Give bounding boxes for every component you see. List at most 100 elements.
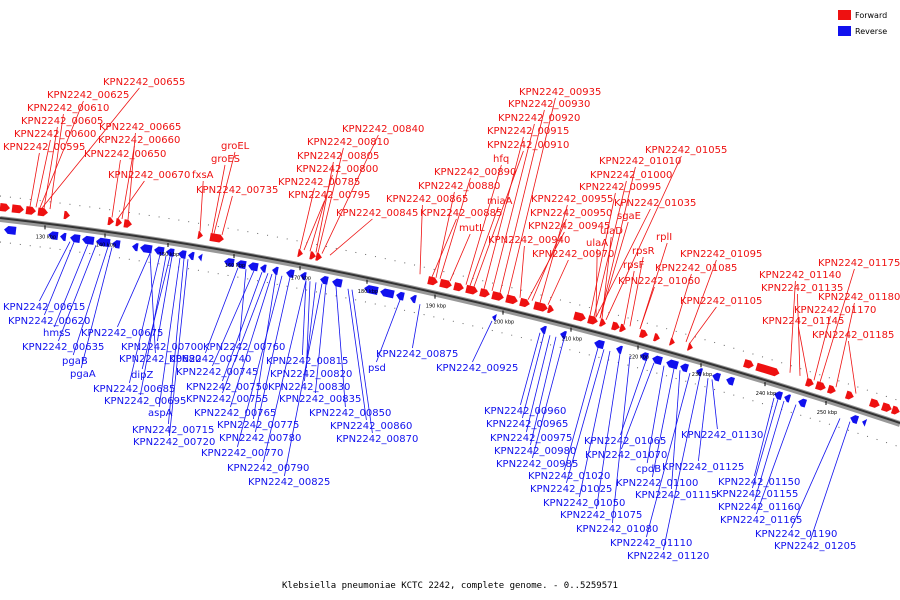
forward-gene-arrow bbox=[479, 288, 490, 298]
forward-gene-arrow bbox=[63, 210, 70, 220]
forward-gene-label: sgaE bbox=[617, 211, 641, 222]
forward-gene-label: rplI bbox=[656, 232, 672, 243]
forward-gene-label: KPN2242_00655 bbox=[103, 77, 185, 88]
forward-gene-arrow bbox=[315, 252, 322, 261]
reverse-gene-label: KPN2242_00975 bbox=[490, 433, 572, 444]
reverse-gene-label: KPN2242_00720 bbox=[133, 437, 215, 448]
legend-forward-label: Forward bbox=[855, 11, 887, 20]
reverse-gene-arrow bbox=[300, 272, 307, 281]
reverse-gene-label: KPN2242_00980 bbox=[494, 446, 576, 457]
forward-gene-arrow bbox=[619, 323, 626, 333]
label-leader-line bbox=[754, 400, 785, 502]
legend: Forward Reverse bbox=[838, 10, 887, 36]
label-leader-line bbox=[789, 280, 796, 373]
label-leader-line bbox=[595, 208, 651, 318]
label-leader-line bbox=[221, 195, 233, 236]
label-leader-line bbox=[49, 113, 64, 210]
figure-caption: Klebsiella pneumoniae KCTC 2242, complet… bbox=[282, 581, 618, 591]
reverse-gene-label: KPN2242_00685 bbox=[93, 384, 175, 395]
label-leader-line bbox=[199, 180, 204, 232]
reverse-gene-label: psd bbox=[368, 363, 386, 374]
reverse-gene-label: KPN2242_00960 bbox=[484, 406, 566, 417]
scale-tick-label: 130 kbp bbox=[36, 234, 56, 240]
forward-gene-label: KPN2242_00910 bbox=[487, 140, 569, 151]
reverse-gene-label: KPN2242_00985 bbox=[496, 459, 578, 470]
forward-gene-arrow bbox=[815, 381, 826, 391]
label-leader-line bbox=[157, 256, 173, 342]
label-leader-line bbox=[412, 304, 421, 349]
label-leader-line bbox=[351, 289, 373, 434]
forward-gene-arrow bbox=[573, 311, 586, 322]
reverse-gene-arrow bbox=[272, 266, 279, 275]
label-leader-line bbox=[754, 397, 775, 477]
label-leader-line bbox=[111, 159, 121, 218]
forward-gene-arrow bbox=[639, 329, 648, 339]
label-leader-line bbox=[80, 247, 113, 369]
reverse-gene-arrow bbox=[70, 234, 81, 243]
label-leader-line bbox=[663, 375, 701, 551]
forward-gene-label: ulaD bbox=[600, 226, 623, 237]
forward-gene-arrow bbox=[297, 248, 303, 258]
label-leader-line bbox=[599, 166, 636, 319]
label-leader-line bbox=[483, 136, 524, 290]
label-leader-line bbox=[239, 269, 247, 342]
label-leader-line bbox=[539, 204, 568, 303]
reverse-gene-label: KPN2242_00635 bbox=[22, 342, 104, 353]
reverse-gene-label: KPN2242_01190 bbox=[755, 529, 837, 540]
forward-gene-arrow bbox=[743, 359, 754, 369]
reverse-gene-label: KPN2242_00965 bbox=[486, 419, 568, 430]
reverse-gene-arrow bbox=[396, 291, 405, 301]
label-leader-line bbox=[129, 254, 161, 384]
reverse-gene-label: KPN2242_00620 bbox=[8, 316, 90, 327]
forward-gene-label: KPN2242_01060 bbox=[618, 276, 700, 287]
forward-gene-arrow bbox=[519, 297, 530, 308]
reverse-gene-label: KPN2242_01125 bbox=[662, 462, 744, 473]
label-leader-line bbox=[810, 421, 851, 541]
forward-gene-arrow bbox=[0, 203, 10, 212]
reverse-gene-arrow bbox=[154, 246, 165, 256]
label-leader-line bbox=[671, 370, 681, 490]
label-leader-line bbox=[41, 87, 140, 209]
scale-tick-label: 140 kbp bbox=[96, 242, 116, 248]
reverse-gene-label: KPN2242_00615 bbox=[3, 302, 85, 313]
label-leader-line bbox=[117, 180, 145, 219]
forward-gene-label: KPN2242_01145 bbox=[762, 316, 844, 327]
forward-gene-label: KPN2242_00970 bbox=[532, 249, 614, 260]
label-leader-line bbox=[605, 155, 682, 321]
reverse-gene-arrow bbox=[492, 313, 497, 322]
forward-gene-arrow bbox=[547, 304, 554, 314]
label-leader-line bbox=[39, 241, 71, 302]
forward-gene-arrow bbox=[611, 321, 620, 331]
reverse-gene-label: KPN2242_00740 bbox=[169, 354, 251, 365]
scale-tick-label: 150 kbp bbox=[159, 252, 179, 258]
reverse-gene-label: KPN2242_00695 bbox=[104, 396, 186, 407]
label-leader-line bbox=[564, 347, 599, 471]
forward-gene-label: rpsF bbox=[623, 260, 645, 271]
scale-tick-label: 190 kbp bbox=[426, 304, 446, 310]
label-leader-line bbox=[612, 356, 631, 524]
forward-gene-label: KPN2242_00890 bbox=[434, 167, 516, 178]
forward-gene-arrow bbox=[123, 219, 132, 228]
reverse-gene-arrow bbox=[260, 264, 267, 273]
forward-gene-label: KPN2242_00945 bbox=[528, 221, 610, 232]
legend-forward-swatch bbox=[838, 10, 851, 20]
label-leader-line bbox=[685, 259, 717, 343]
reverse-gene-arrow bbox=[798, 398, 808, 408]
reverse-gene-label: KPN2242_00820 bbox=[270, 369, 352, 380]
forward-gene-arrow bbox=[653, 333, 660, 342]
label-leader-line bbox=[566, 349, 605, 484]
reverse-gene-arrow bbox=[198, 253, 203, 262]
reverse-gene-arrow bbox=[178, 250, 187, 259]
reverse-gene-arrow bbox=[652, 355, 663, 365]
forward-gene-arrow bbox=[453, 282, 464, 292]
label-leader-line bbox=[222, 271, 263, 382]
reverse-gene-arrow bbox=[96, 237, 111, 248]
label-leader-line bbox=[819, 268, 855, 383]
reverse-gene-label: KPN2242_00680 bbox=[119, 354, 201, 365]
forward-gene-label: groES bbox=[211, 154, 240, 165]
reverse-gene-arrow bbox=[188, 251, 195, 261]
reverse-gene-arrow bbox=[850, 415, 860, 424]
label-leader-line bbox=[596, 353, 621, 510]
reverse-gene-label: KPN2242_01075 bbox=[560, 510, 642, 521]
reverse-gene-label: KPN2242_01080 bbox=[576, 524, 658, 535]
